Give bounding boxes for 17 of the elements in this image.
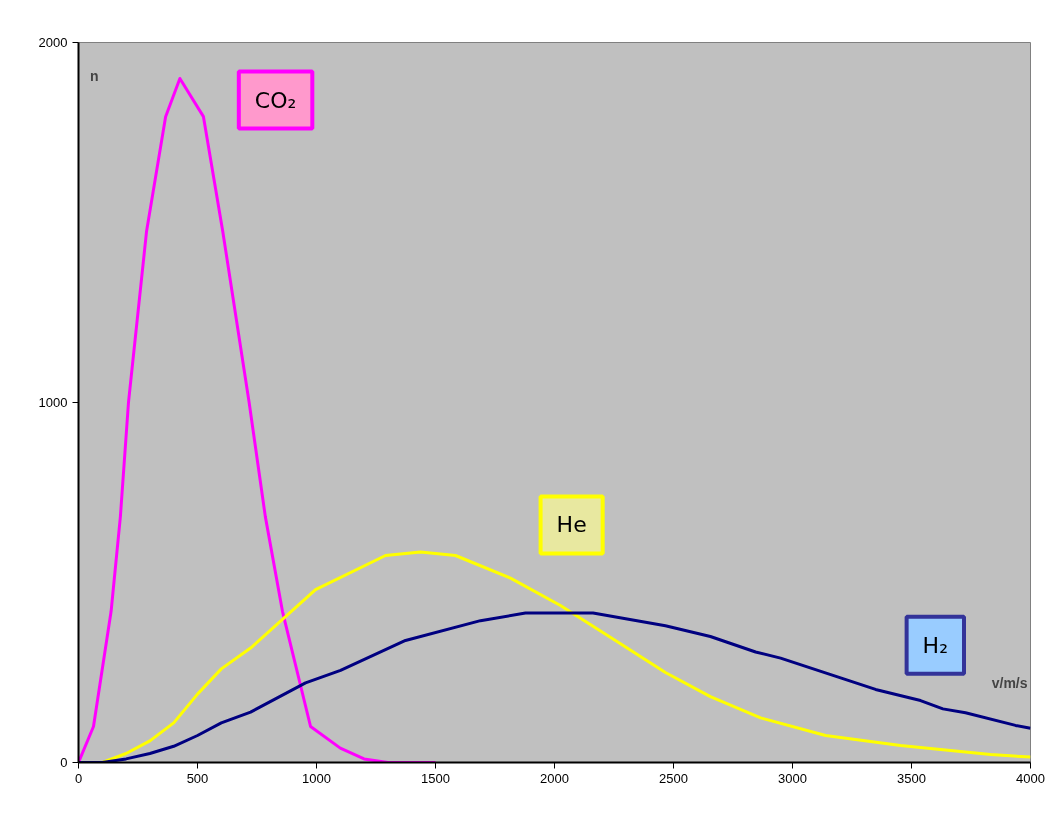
y-axis-title: n xyxy=(89,67,99,84)
x-tick-label: 0 xyxy=(74,770,83,786)
text: CO₂ xyxy=(254,87,297,113)
x-axis-title: v/m/s xyxy=(991,674,1028,691)
x-tick-label: 4000 xyxy=(1016,770,1045,786)
y-tick-label: 0 xyxy=(60,755,68,770)
y-tick-label: 2000 xyxy=(38,35,68,50)
x-tick-label: 3000 xyxy=(778,770,807,786)
text: He xyxy=(556,512,587,538)
y-tick-label: 1000 xyxy=(38,395,68,410)
x-tick-label: 500 xyxy=(186,770,209,786)
x-tick-label: 2000 xyxy=(540,770,569,786)
x-tick-label: 3500 xyxy=(897,770,926,786)
x-tick-label: 1000 xyxy=(302,770,331,786)
series-label: H₂ xyxy=(922,632,948,658)
x-tick-label: 1500 xyxy=(421,770,450,786)
x-tick-label: 2500 xyxy=(659,770,688,786)
